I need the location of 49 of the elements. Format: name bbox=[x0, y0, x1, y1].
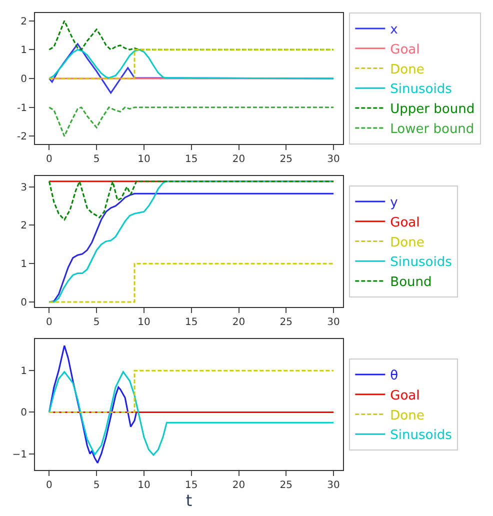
x-tick-label: 10 bbox=[138, 317, 150, 328]
x-tick-label: 30 bbox=[327, 480, 340, 491]
x-tick-label: 10 bbox=[138, 480, 150, 491]
x-axis-title: t bbox=[186, 491, 192, 510]
x-tick-label: 15 bbox=[185, 317, 198, 328]
legend-label: x bbox=[390, 22, 398, 38]
legend-label: Sinusoids bbox=[390, 255, 452, 270]
legend-label: Done bbox=[390, 62, 424, 78]
legend-label: Done bbox=[390, 408, 424, 424]
y-tick-label: 0 bbox=[20, 408, 27, 419]
x-tick-label: 20 bbox=[232, 317, 246, 328]
y-tick-label: 1 bbox=[20, 366, 27, 378]
text: θ bbox=[390, 368, 398, 384]
y-tick-label: 0 bbox=[20, 74, 27, 85]
x-tick-label: 0 bbox=[46, 154, 52, 166]
legend-label: Goal bbox=[390, 388, 420, 404]
x-tick-label: 20 bbox=[232, 480, 246, 491]
x-tick-label: 25 bbox=[280, 317, 293, 328]
legend-label: Goal bbox=[390, 215, 420, 230]
y-tick-label: 2 bbox=[20, 16, 27, 28]
text: y bbox=[390, 196, 398, 211]
x-tick-label: 25 bbox=[280, 480, 293, 491]
y-tick-label: 2 bbox=[20, 220, 27, 232]
x-tick-label: 25 bbox=[280, 154, 293, 166]
legend-label: Goal bbox=[390, 42, 420, 58]
x-tick-label: 5 bbox=[93, 480, 100, 491]
x-tick-label: 30 bbox=[327, 154, 340, 166]
x-tick-label: 10 bbox=[138, 154, 150, 166]
x-tick-label: 5 bbox=[93, 154, 100, 166]
y-tick-label: 1 bbox=[20, 259, 27, 270]
y-tick-label: −1 bbox=[12, 449, 27, 460]
x-tick-label: 15 bbox=[185, 154, 198, 166]
y-tick-label: -2 bbox=[17, 132, 27, 143]
legend-label: Sinusoids bbox=[390, 82, 452, 98]
y-tick-label: -1 bbox=[17, 102, 27, 114]
legend-label: Done bbox=[390, 235, 424, 250]
legend-label: Upper bound bbox=[390, 102, 475, 118]
x-tick-label: 15 bbox=[185, 480, 198, 491]
x-tick-label: 0 bbox=[46, 317, 52, 328]
legend-label: Lower bound bbox=[390, 122, 474, 138]
y-tick-label: 3 bbox=[20, 182, 27, 194]
x-tick-label: 30 bbox=[327, 317, 340, 328]
legend-label: Sinusoids bbox=[390, 428, 452, 444]
y-tick-label: 1 bbox=[20, 45, 27, 56]
y-tick-label: 0 bbox=[20, 298, 27, 309]
x-tick-label: 0 bbox=[46, 480, 52, 491]
x-tick-label: 5 bbox=[93, 317, 100, 328]
x-tick-label: 20 bbox=[232, 154, 246, 166]
legend-label: Bound bbox=[390, 275, 432, 290]
